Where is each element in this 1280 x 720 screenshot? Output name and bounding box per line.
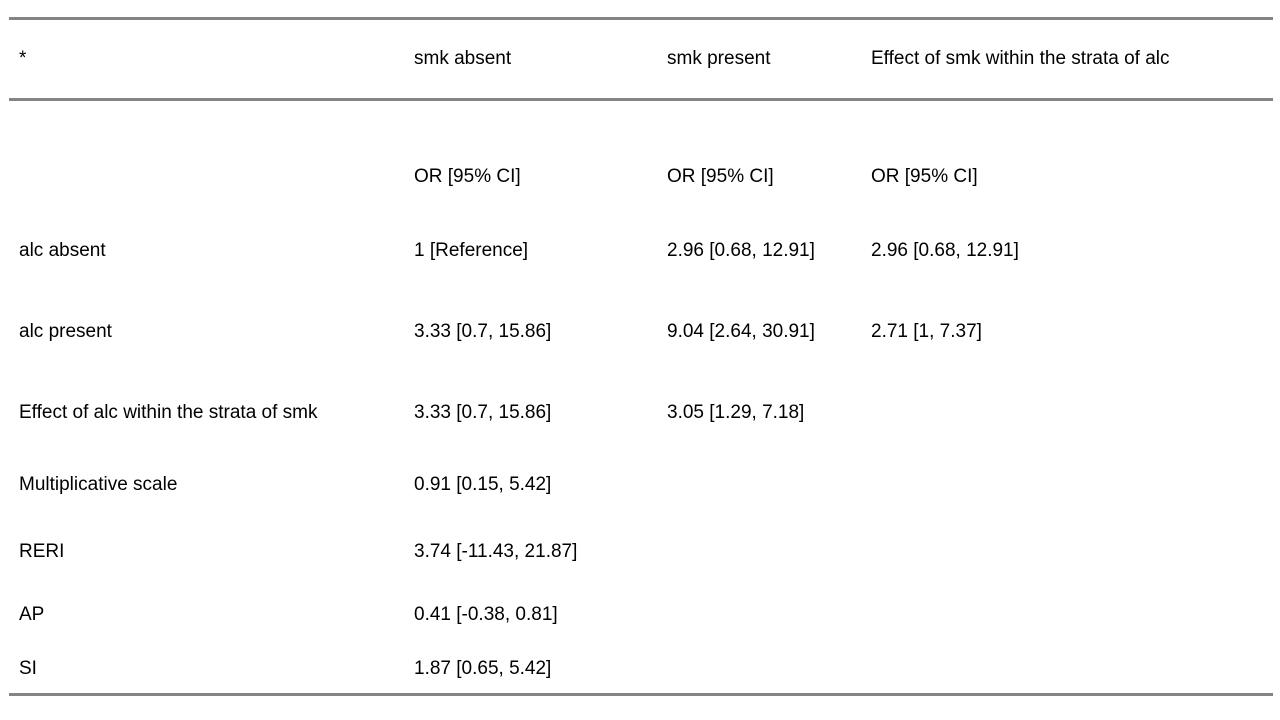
or-value-cell — [657, 586, 861, 645]
row-alc-present: alc present 3.33 [0.7, 15.86] 9.04 [2.64… — [9, 290, 1273, 375]
or-value-cell: 2.96 [0.68, 12.91] — [871, 240, 1019, 261]
header-cell-footnote-marker: * — [19, 48, 27, 69]
or-value-cell: 3.33 [0.7, 15.86] — [414, 402, 552, 423]
header-cell-effect-smk-strata-alc: Effect of smk within the strata of alc — [871, 48, 1170, 69]
or-value-cell: 1.87 [0.65, 5.42] — [414, 657, 552, 679]
row-label: alc present — [19, 321, 112, 342]
empty-cell — [404, 100, 657, 142]
spacer-row — [9, 100, 1273, 142]
row-label: Effect of alc within the strata of smk — [19, 402, 318, 423]
row-effect-alc-strata-smk: Effect of alc within the strata of smk 3… — [9, 375, 1273, 452]
row-label: Multiplicative scale — [19, 474, 178, 495]
or-ci-subheader: OR [95% CI] — [667, 166, 774, 187]
empty-cell — [657, 100, 861, 142]
table-header-row: * smk absent smk present Effect of smk w… — [9, 19, 1273, 100]
header-cell-smk-absent: smk absent — [414, 48, 512, 69]
or-value-cell: 3.33 [0.7, 15.86] — [414, 321, 552, 342]
row-ap: AP 0.41 [-0.38, 0.81] — [9, 586, 1273, 645]
row-label: SI — [19, 657, 37, 679]
or-ci-subheader: OR [95% CI] — [871, 166, 978, 187]
interaction-results-table: * smk absent smk present Effect of smk w… — [9, 17, 1273, 696]
row-label — [9, 142, 404, 213]
or-value-cell — [657, 452, 861, 519]
or-value-cell — [657, 519, 861, 586]
row-multiplicative-scale: Multiplicative scale 0.91 [0.15, 5.42] — [9, 452, 1273, 519]
or-value-cell — [657, 645, 861, 695]
row-label: RERI — [19, 541, 65, 562]
or-value-cell — [861, 452, 1273, 519]
or-value-cell: 2.96 [0.68, 12.91] — [667, 240, 815, 261]
or-value-cell — [861, 519, 1273, 586]
or-value-cell — [861, 645, 1273, 695]
or-value-cell: 3.74 [-11.43, 21.87] — [414, 541, 578, 562]
or-ci-subheader: OR [95% CI] — [414, 166, 521, 187]
or-value-cell — [861, 375, 1273, 452]
or-value-cell: 0.41 [-0.38, 0.81] — [414, 604, 558, 625]
row-or-subheader: OR [95% CI] OR [95% CI] OR [95% CI] — [9, 142, 1273, 213]
or-value-cell: 1 [Reference] — [414, 240, 529, 261]
row-alc-absent: alc absent 1 [Reference] 2.96 [0.68, 12.… — [9, 213, 1273, 290]
row-label: alc absent — [19, 240, 106, 261]
row-reri: RERI 3.74 [-11.43, 21.87] — [9, 519, 1273, 586]
row-label: AP — [19, 604, 45, 625]
header-cell-smk-present: smk present — [667, 48, 771, 69]
or-value-cell — [861, 586, 1273, 645]
row-si: SI 1.87 [0.65, 5.42] — [9, 645, 1273, 695]
or-value-cell: 3.05 [1.29, 7.18] — [667, 402, 805, 423]
empty-cell — [861, 100, 1273, 142]
or-value-cell: 9.04 [2.64, 30.91] — [667, 321, 815, 342]
or-value-cell: 0.91 [0.15, 5.42] — [414, 474, 552, 495]
or-value-cell: 2.71 [1, 7.37] — [871, 321, 982, 342]
empty-cell — [9, 100, 404, 142]
